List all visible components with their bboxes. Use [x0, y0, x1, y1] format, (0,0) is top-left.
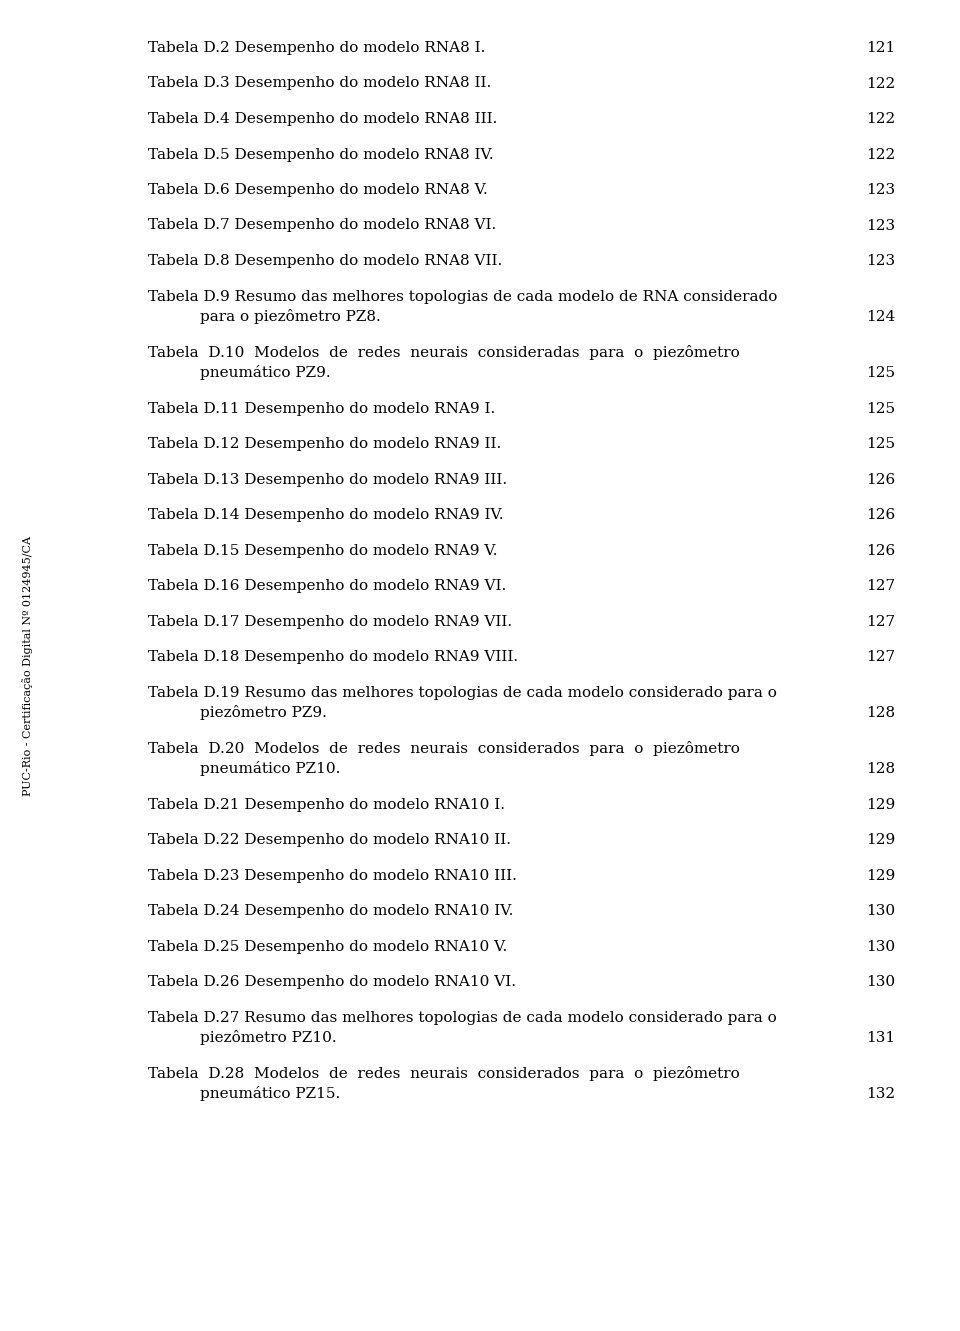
Text: 121: 121	[866, 41, 895, 55]
Text: 126: 126	[866, 508, 895, 522]
Text: Tabela D.25 Desempenho do modelo RNA10 V.: Tabela D.25 Desempenho do modelo RNA10 V…	[148, 940, 507, 953]
Text: pneumático PZ15.: pneumático PZ15.	[200, 1086, 340, 1101]
Text: 129: 129	[866, 833, 895, 847]
Text: Tabela D.12 Desempenho do modelo RNA9 II.: Tabela D.12 Desempenho do modelo RNA9 II…	[148, 437, 501, 451]
Text: Tabela D.15 Desempenho do modelo RNA9 V.: Tabela D.15 Desempenho do modelo RNA9 V.	[148, 543, 497, 558]
Text: pneumático PZ9.: pneumático PZ9.	[200, 365, 330, 379]
Text: Tabela D.14 Desempenho do modelo RNA9 IV.: Tabela D.14 Desempenho do modelo RNA9 IV…	[148, 508, 504, 522]
Text: pneumático PZ10.: pneumático PZ10.	[200, 761, 341, 776]
Text: Tabela D.26 Desempenho do modelo RNA10 VI.: Tabela D.26 Desempenho do modelo RNA10 V…	[148, 976, 516, 989]
Text: 126: 126	[866, 473, 895, 487]
Text: Tabela D.8 Desempenho do modelo RNA8 VII.: Tabela D.8 Desempenho do modelo RNA8 VII…	[148, 254, 502, 268]
Text: Tabela D.24 Desempenho do modelo RNA10 IV.: Tabela D.24 Desempenho do modelo RNA10 I…	[148, 904, 514, 918]
Text: para o piezômetro PZ8.: para o piezômetro PZ8.	[200, 309, 381, 323]
Text: PUC-Rio - Certificação Digital Nº 0124945/CA: PUC-Rio - Certificação Digital Nº 012494…	[23, 535, 34, 796]
Text: 128: 128	[866, 763, 895, 776]
Text: 123: 123	[866, 254, 895, 268]
Text: 127: 127	[866, 650, 895, 664]
Text: Tabela D.16 Desempenho do modelo RNA9 VI.: Tabela D.16 Desempenho do modelo RNA9 VI…	[148, 579, 506, 594]
Text: piezômetro PZ9.: piezômetro PZ9.	[200, 705, 326, 720]
Text: Tabela D.5 Desempenho do modelo RNA8 IV.: Tabela D.5 Desempenho do modelo RNA8 IV.	[148, 148, 493, 161]
Text: 125: 125	[866, 366, 895, 379]
Text: Tabela D.18 Desempenho do modelo RNA9 VIII.: Tabela D.18 Desempenho do modelo RNA9 VI…	[148, 650, 518, 664]
Text: Tabela D.21 Desempenho do modelo RNA10 I.: Tabela D.21 Desempenho do modelo RNA10 I…	[148, 797, 505, 812]
Text: Tabela  D.10  Modelos  de  redes  neurais  consideradas  para  o  piezômetro: Tabela D.10 Modelos de redes neurais con…	[148, 345, 740, 359]
Text: Tabela D.4 Desempenho do modelo RNA8 III.: Tabela D.4 Desempenho do modelo RNA8 III…	[148, 112, 497, 126]
Text: Tabela D.22 Desempenho do modelo RNA10 II.: Tabela D.22 Desempenho do modelo RNA10 I…	[148, 833, 511, 847]
Text: 129: 129	[866, 869, 895, 882]
Text: Tabela D.3 Desempenho do modelo RNA8 II.: Tabela D.3 Desempenho do modelo RNA8 II.	[148, 76, 492, 91]
Text: 123: 123	[866, 218, 895, 233]
Text: 127: 127	[866, 579, 895, 594]
Text: Tabela  D.20  Modelos  de  redes  neurais  considerados  para  o  piezômetro: Tabela D.20 Modelos de redes neurais con…	[148, 740, 740, 756]
Text: 130: 130	[866, 976, 895, 989]
Text: Tabela  D.28  Modelos  de  redes  neurais  considerados  para  o  piezômetro: Tabela D.28 Modelos de redes neurais con…	[148, 1066, 740, 1081]
Text: Tabela D.7 Desempenho do modelo RNA8 VI.: Tabela D.7 Desempenho do modelo RNA8 VI.	[148, 218, 496, 233]
Text: Tabela D.17 Desempenho do modelo RNA9 VII.: Tabela D.17 Desempenho do modelo RNA9 VI…	[148, 615, 512, 628]
Text: Tabela D.11 Desempenho do modelo RNA9 I.: Tabela D.11 Desempenho do modelo RNA9 I.	[148, 402, 495, 415]
Text: 122: 122	[866, 148, 895, 161]
Text: 131: 131	[866, 1032, 895, 1045]
Text: Tabela D.19 Resumo das melhores topologias de cada modelo considerado para o: Tabela D.19 Resumo das melhores topologi…	[148, 685, 777, 700]
Text: Tabela D.9 Resumo das melhores topologias de cada modelo de RNA considerado: Tabela D.9 Resumo das melhores topologia…	[148, 290, 778, 303]
Text: 127: 127	[866, 615, 895, 628]
Text: 132: 132	[866, 1087, 895, 1101]
Text: piezômetro PZ10.: piezômetro PZ10.	[200, 1030, 337, 1045]
Text: 125: 125	[866, 402, 895, 415]
Text: 123: 123	[866, 182, 895, 197]
Text: Tabela D.2 Desempenho do modelo RNA8 I.: Tabela D.2 Desempenho do modelo RNA8 I.	[148, 41, 486, 55]
Text: 130: 130	[866, 904, 895, 918]
Text: 128: 128	[866, 705, 895, 720]
Text: 124: 124	[866, 310, 895, 323]
Text: Tabela D.23 Desempenho do modelo RNA10 III.: Tabela D.23 Desempenho do modelo RNA10 I…	[148, 869, 516, 882]
Text: Tabela D.6 Desempenho do modelo RNA8 V.: Tabela D.6 Desempenho do modelo RNA8 V.	[148, 182, 488, 197]
Text: 125: 125	[866, 437, 895, 451]
Text: 122: 122	[866, 76, 895, 91]
Text: 129: 129	[866, 797, 895, 812]
Text: Tabela D.13 Desempenho do modelo RNA9 III.: Tabela D.13 Desempenho do modelo RNA9 II…	[148, 473, 507, 487]
Text: 126: 126	[866, 543, 895, 558]
Text: 130: 130	[866, 940, 895, 953]
Text: 122: 122	[866, 112, 895, 126]
Text: Tabela D.27 Resumo das melhores topologias de cada modelo considerado para o: Tabela D.27 Resumo das melhores topologi…	[148, 1010, 777, 1025]
